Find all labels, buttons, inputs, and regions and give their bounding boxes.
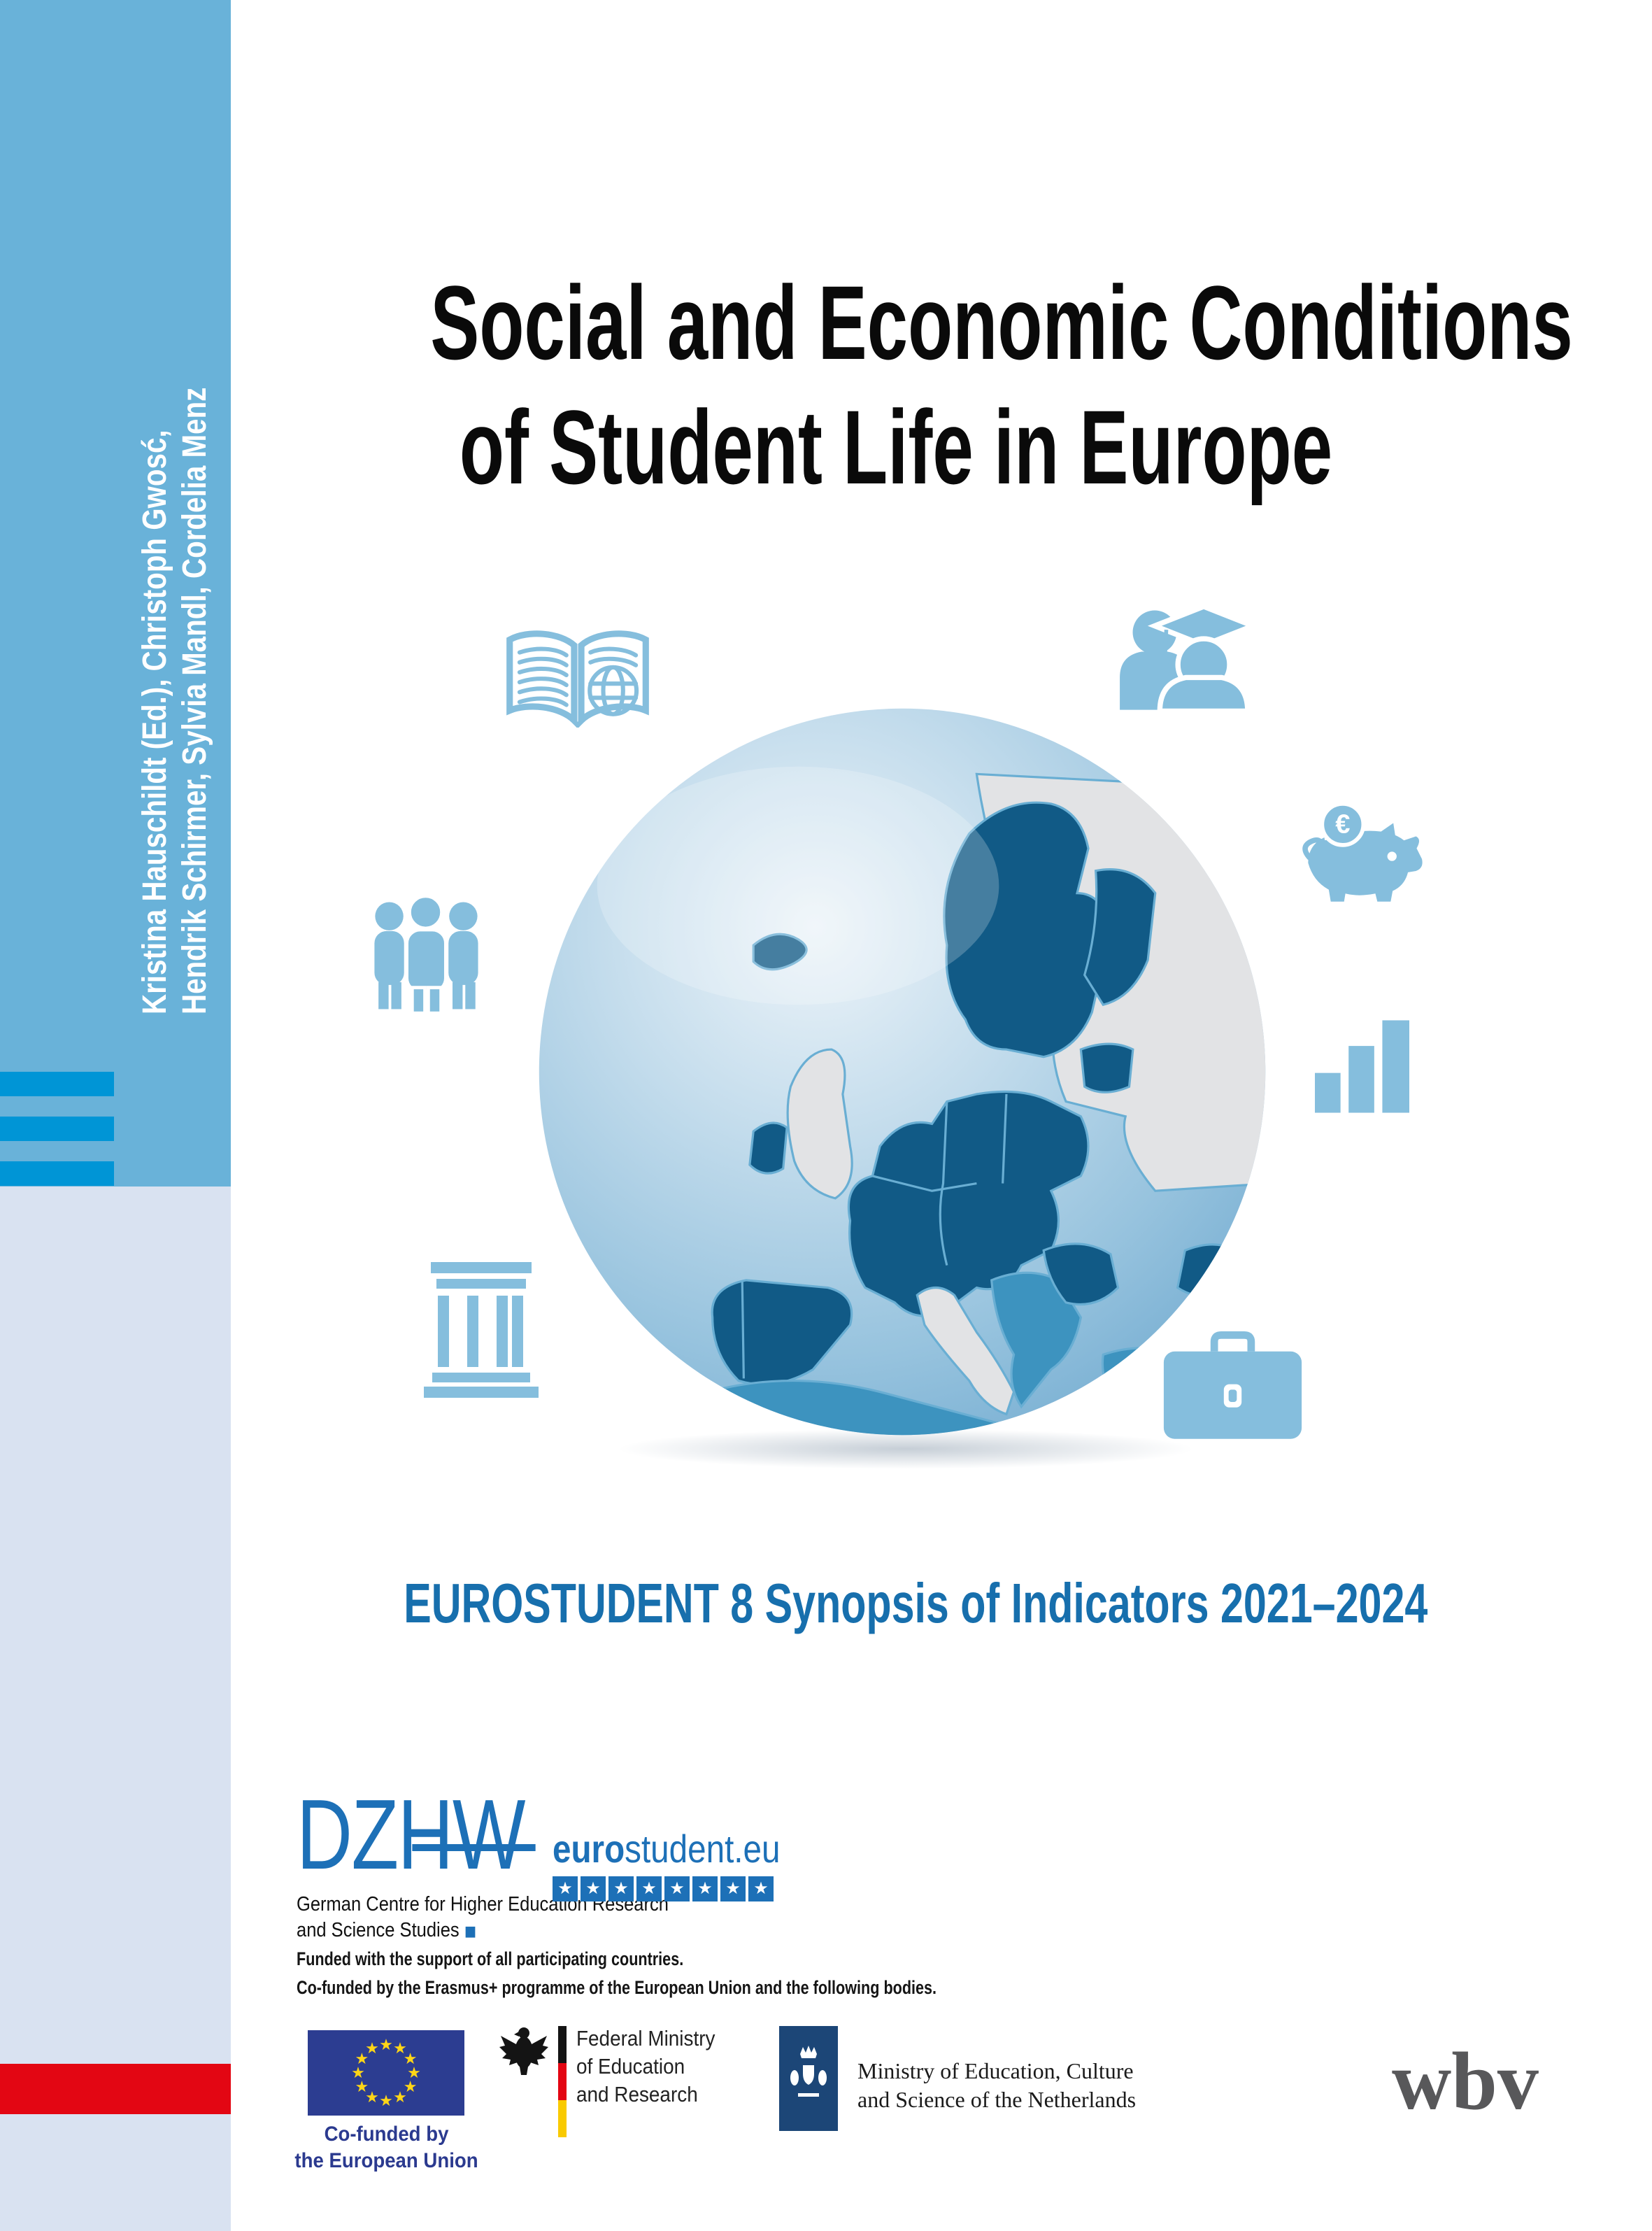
netherlands-ministry-line2: and Science of the Netherlands xyxy=(857,2087,1137,2112)
eurostudent-star-icon: ★ xyxy=(748,1876,774,1901)
german-ministry-line2: of Education xyxy=(576,2054,685,2078)
sidebar-lavender-panel xyxy=(0,1187,231,2231)
students-icon xyxy=(1120,603,1260,712)
eu-star-icon: ★ xyxy=(379,2092,393,2109)
piggy-bank-icon: € xyxy=(1302,802,1423,902)
eu-star-icon: ★ xyxy=(407,2064,421,2081)
eu-cofunded-label: Co-funded by the European Union xyxy=(294,2121,478,2174)
german-flag-black xyxy=(558,2026,567,2063)
dzhw-tagline-line1: German Centre for Higher Education Resea… xyxy=(297,1893,669,1915)
german-ministry-line3: and Research xyxy=(576,2082,698,2106)
netherlands-emblem xyxy=(779,2026,838,2131)
eu-star-icon: ★ xyxy=(351,2064,365,2081)
book-title: Social and Economic Conditions of Studen… xyxy=(231,260,1573,509)
sidebar-blue-panel xyxy=(0,0,231,1187)
eurostudent-star-icon: ★ xyxy=(636,1876,662,1901)
german-ministry-line1: Federal Ministry xyxy=(576,2026,715,2051)
people-group-icon xyxy=(374,895,478,1014)
eu-star-icon: ★ xyxy=(379,2036,393,2053)
federal-eagle-icon xyxy=(499,2027,548,2075)
eu-star-icon: ★ xyxy=(393,2088,407,2106)
university-icon xyxy=(424,1262,539,1398)
eurostudent-bold-part: euro xyxy=(553,1827,625,1871)
authors-vertical-text: Kristina Hauschildt (Ed.), Christoph Gwo… xyxy=(135,388,215,1014)
eu-star-icon: ★ xyxy=(393,2039,407,2058)
netherlands-ministry-line1: Ministry of Education, Culture xyxy=(857,2058,1134,2083)
eu-star-icon: ★ xyxy=(355,2078,369,2095)
dzhw-square-icon: ◼ xyxy=(464,1922,477,1941)
open-book-icon xyxy=(506,630,649,728)
eu-label-line2: the European Union xyxy=(294,2149,478,2172)
german-flag-gold xyxy=(558,2100,567,2137)
eurostudent-star-icon: ★ xyxy=(581,1876,606,1901)
netherlands-crest-icon xyxy=(790,2046,827,2097)
funding-line-1: Funded with the support of all participa… xyxy=(297,1948,684,1969)
red-accent-stripe xyxy=(0,2064,231,2114)
title-line-2: of Student Life in Europe xyxy=(459,388,1333,506)
authors-line-1: Kristina Hauschildt (Ed.), Christoph Gwo… xyxy=(136,430,173,1014)
sidebar-stripe-1 xyxy=(0,1072,114,1096)
book-subtitle: EUROSTUDENT 8 Synopsis of Indicators 202… xyxy=(231,1571,1561,1636)
eurostudent-wordmark: eurostudent.eu xyxy=(553,1827,780,1871)
eu-label-line1: Co-funded by xyxy=(324,2123,449,2146)
eu-flag-icon: ★ ★ ★ ★ ★ ★ ★ ★ ★ ★ ★ ★ xyxy=(308,2030,464,2116)
eurostudent-star-icon: ★ xyxy=(664,1876,690,1901)
euro-symbol: € xyxy=(1335,810,1350,840)
briefcase-icon xyxy=(1163,1331,1302,1439)
funding-line-2: Co-funded by the Erasmus+ programme of t… xyxy=(297,1977,937,1998)
title-line-1: Social and Economic Conditions xyxy=(430,264,1573,381)
dzhw-wordmark: DZHW xyxy=(297,1785,536,1885)
eurostudent-star-icon: ★ xyxy=(553,1876,578,1901)
sidebar-stripe-3 xyxy=(0,1161,114,1186)
eu-star-icon: ★ xyxy=(355,2050,369,2067)
sidebar-stripe-2 xyxy=(0,1117,114,1141)
eurostudent-star-icon: ★ xyxy=(608,1876,634,1901)
subtitle-text: EUROSTUDENT 8 Synopsis of Indicators 202… xyxy=(404,1572,1428,1634)
eu-star-icon: ★ xyxy=(365,2088,379,2106)
eurostudent-logo: eurostudent.eu ★ ★ ★ ★ ★ ★ ★ ★ xyxy=(553,1827,820,1901)
dzhw-logo: DZHW German Centre for Higher Education … xyxy=(297,1785,719,1944)
dzhw-tagline: German Centre for Higher Education Resea… xyxy=(297,1892,669,1944)
eu-star-icon: ★ xyxy=(403,2078,418,2095)
dzhw-strike-line xyxy=(412,1844,536,1851)
bar-chart-icon xyxy=(1315,1020,1409,1113)
german-flag-bar xyxy=(558,2026,567,2137)
globe-europe-graphic xyxy=(539,708,1266,1436)
german-ministry-label: Federal Ministry of Education and Resear… xyxy=(576,2025,715,2109)
globe-shadow xyxy=(615,1429,1196,1469)
german-flag-red xyxy=(558,2063,567,2100)
eurostudent-rest-part: student.eu xyxy=(625,1827,781,1871)
dzhw-tagline-line2: and Science Studies xyxy=(297,1919,460,1941)
eurostudent-star-icon: ★ xyxy=(720,1876,746,1901)
wbv-logo: wbv xyxy=(1392,2035,1539,2127)
netherlands-ministry-label: Ministry of Education, Culture and Scien… xyxy=(857,2057,1136,2114)
funding-note: Funded with the support of all participa… xyxy=(297,1945,937,2002)
eurostudent-star-icon: ★ xyxy=(692,1876,718,1901)
eu-star-icon: ★ xyxy=(403,2050,418,2067)
eu-star-icon: ★ xyxy=(365,2039,379,2058)
eurostudent-star-row: ★ ★ ★ ★ ★ ★ ★ ★ xyxy=(553,1876,820,1901)
dzhw-letters: DZHW xyxy=(297,1779,526,1890)
authors-line-2: Hendrik Schirmer, Sylvia Mandl, Cordelia… xyxy=(176,387,213,1014)
dzhw-tagline-line2-wrap: and Science Studies ◼ xyxy=(297,1918,669,1944)
